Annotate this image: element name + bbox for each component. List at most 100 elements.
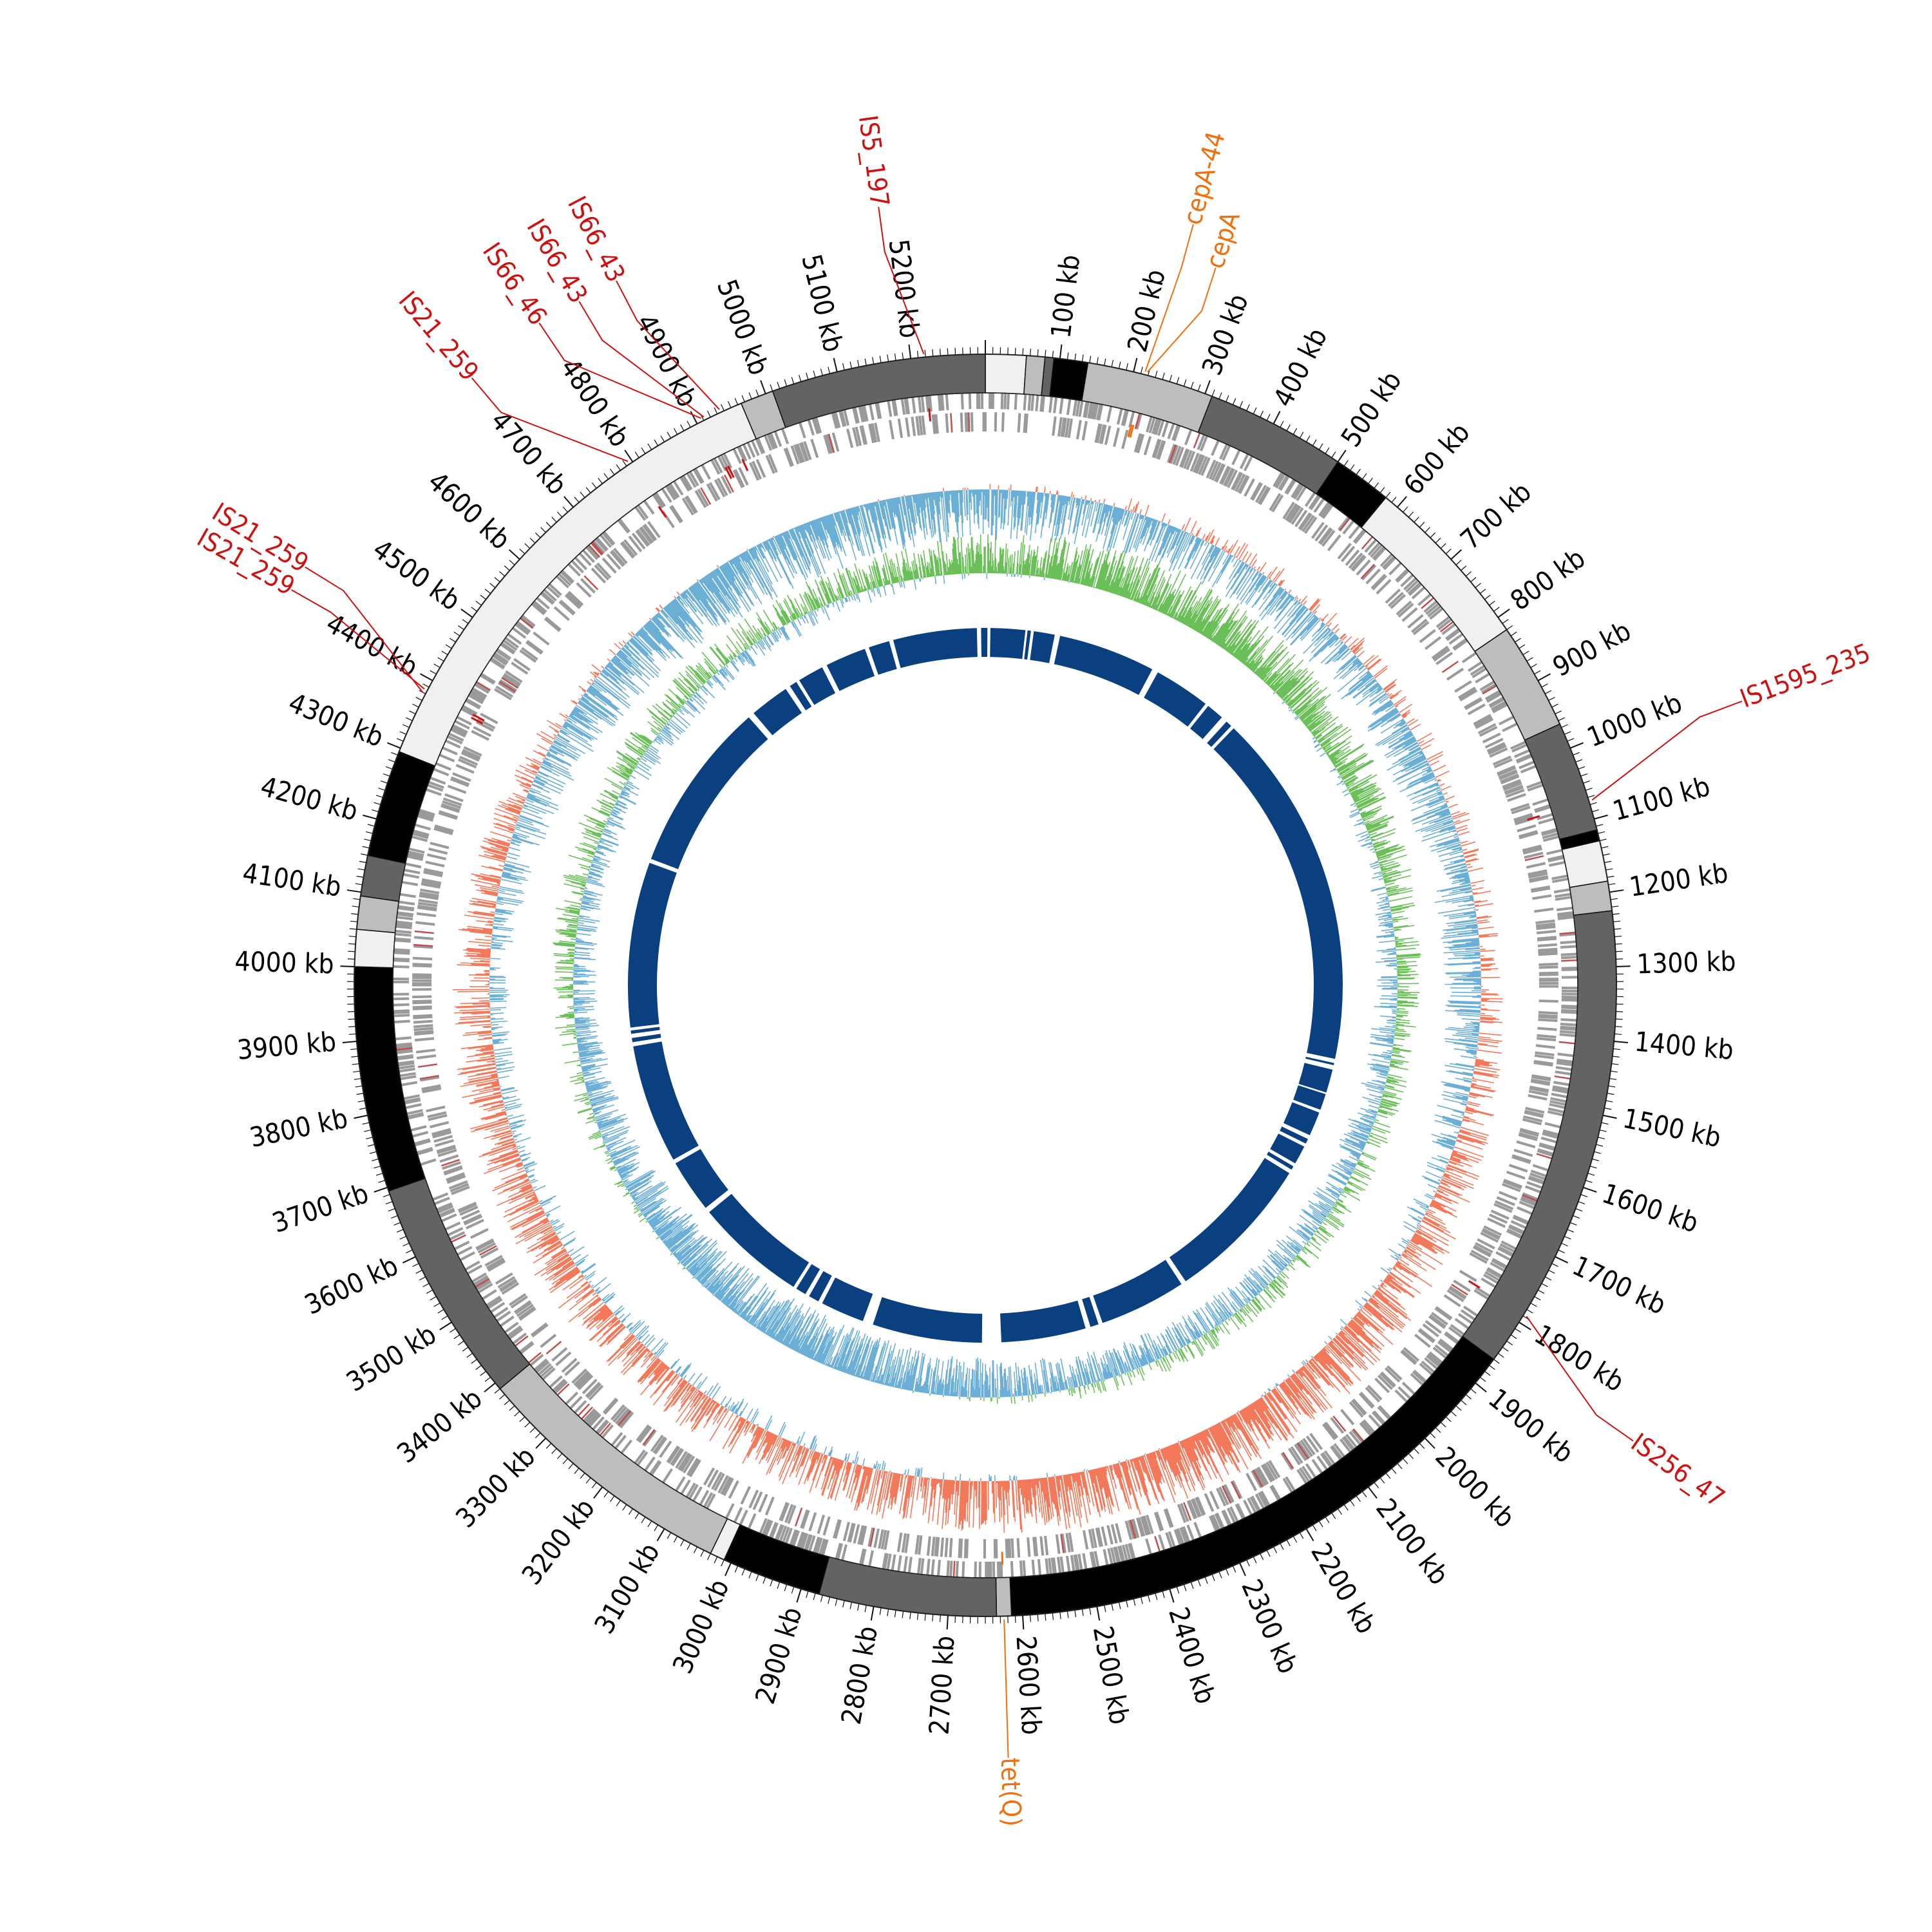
minor-tick bbox=[1052, 350, 1054, 358]
minor-tick bbox=[1232, 1566, 1236, 1573]
annotation-leader bbox=[471, 377, 629, 462]
minor-tick bbox=[791, 377, 795, 384]
tick-label: 1300 kb bbox=[1636, 945, 1736, 980]
minor-tick bbox=[591, 1482, 597, 1488]
minor-tick bbox=[1493, 607, 1500, 612]
annotation-mark bbox=[928, 408, 932, 422]
minor-tick bbox=[616, 464, 621, 471]
minor-tick bbox=[1066, 352, 1069, 360]
minor-tick bbox=[784, 1584, 788, 1591]
minor-tick bbox=[1601, 846, 1609, 849]
minor-tick bbox=[1356, 468, 1361, 475]
gc-content-positive bbox=[553, 534, 1421, 1405]
minor-tick bbox=[355, 1085, 363, 1088]
homology-block bbox=[1054, 636, 1153, 696]
minor-tick bbox=[529, 538, 536, 544]
homology-block bbox=[799, 667, 836, 705]
minor-tick bbox=[514, 1411, 520, 1417]
minor-tick bbox=[1502, 1347, 1509, 1352]
minor-tick bbox=[1615, 951, 1623, 952]
cds-highlight bbox=[393, 410, 1581, 1580]
tick-label: 1600 kb bbox=[1598, 1177, 1703, 1239]
minor-tick bbox=[396, 738, 404, 742]
minor-tick bbox=[1190, 1582, 1194, 1589]
minor-tick bbox=[902, 352, 904, 360]
minor-tick bbox=[693, 1546, 698, 1553]
minor-tick bbox=[894, 1610, 896, 1618]
minor-tick bbox=[610, 1495, 615, 1502]
minor-tick bbox=[806, 372, 809, 380]
homology-block bbox=[985, 627, 988, 657]
minor-tick bbox=[603, 473, 609, 480]
major-tick bbox=[1424, 1437, 1435, 1449]
major-tick bbox=[1305, 1528, 1314, 1542]
minor-tick bbox=[1397, 1463, 1403, 1470]
minor-tick bbox=[393, 1222, 401, 1226]
minor-tick bbox=[375, 1173, 383, 1176]
minor-tick bbox=[353, 898, 361, 900]
homology-block bbox=[1213, 728, 1343, 1059]
minor-tick bbox=[1493, 1359, 1500, 1364]
gc-content-negative bbox=[573, 573, 1398, 1398]
major-tick bbox=[340, 965, 355, 967]
minor-tick bbox=[1470, 577, 1477, 582]
contig-segment bbox=[1081, 362, 1213, 433]
major-tick bbox=[1519, 1321, 1531, 1331]
minor-tick bbox=[864, 1605, 867, 1613]
annotation-mark bbox=[741, 459, 749, 471]
minor-tick bbox=[1350, 464, 1355, 471]
cds-reverse bbox=[412, 412, 1559, 1559]
minor-tick bbox=[484, 589, 491, 594]
homology-block bbox=[1030, 631, 1055, 663]
tick-label: 3900 kb bbox=[236, 1025, 337, 1065]
minor-tick bbox=[706, 410, 711, 418]
minor-tick bbox=[1232, 398, 1236, 405]
gc-skew-track bbox=[452, 484, 1503, 1533]
minor-tick bbox=[1183, 1584, 1187, 1591]
minor-tick bbox=[1318, 1520, 1323, 1528]
minor-tick bbox=[1575, 1208, 1583, 1212]
minor-tick bbox=[499, 1394, 506, 1399]
major-tick bbox=[387, 742, 401, 749]
minor-tick bbox=[378, 788, 386, 791]
minor-tick bbox=[369, 1151, 377, 1154]
minor-tick bbox=[1081, 1609, 1084, 1616]
minor-tick bbox=[1580, 1194, 1588, 1198]
minor-tick bbox=[430, 670, 437, 675]
minor-tick bbox=[622, 460, 627, 467]
minor-tick bbox=[1475, 583, 1481, 588]
minor-tick bbox=[1391, 497, 1397, 503]
minor-tick bbox=[402, 1242, 410, 1247]
major-tick bbox=[1133, 357, 1138, 372]
minor-tick bbox=[673, 1536, 678, 1543]
minor-tick bbox=[499, 571, 506, 577]
minor-tick bbox=[388, 1208, 395, 1212]
tick-label: 4100 kb bbox=[241, 857, 344, 903]
minor-tick bbox=[540, 527, 546, 533]
tick-label: 4600 kb bbox=[422, 466, 516, 556]
minor-tick bbox=[1615, 943, 1622, 945]
tick-label: 1200 kb bbox=[1627, 857, 1730, 903]
minor-tick bbox=[798, 375, 802, 382]
minor-tick bbox=[422, 683, 430, 688]
minor-tick bbox=[1526, 657, 1533, 662]
major-tick bbox=[509, 549, 520, 560]
minor-tick bbox=[1587, 795, 1595, 798]
tick-label: 2100 kb bbox=[1370, 1493, 1455, 1591]
annotation-leader bbox=[291, 589, 425, 690]
minor-tick bbox=[362, 1122, 370, 1125]
minor-tick bbox=[667, 431, 672, 439]
minor-tick bbox=[1183, 379, 1187, 386]
minor-tick bbox=[551, 1448, 557, 1454]
minor-tick bbox=[1455, 1405, 1462, 1411]
minor-tick bbox=[1583, 781, 1590, 784]
annotation-mark bbox=[1468, 1280, 1481, 1289]
minor-tick bbox=[828, 366, 831, 374]
minor-tick bbox=[1561, 724, 1568, 728]
homology-block bbox=[1280, 1126, 1309, 1144]
minor-tick bbox=[1190, 381, 1194, 389]
major-tick bbox=[1602, 1114, 1617, 1119]
minor-tick bbox=[673, 428, 678, 435]
minor-tick bbox=[494, 1388, 500, 1394]
